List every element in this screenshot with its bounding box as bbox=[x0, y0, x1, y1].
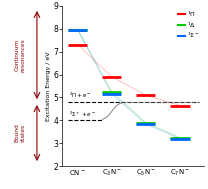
Text: $^2\Sigma^+ + e^-$: $^2\Sigma^+ + e^-$ bbox=[69, 109, 96, 119]
Y-axis label: Excitation Energy / eV: Excitation Energy / eV bbox=[46, 51, 51, 121]
Text: Bound
states: Bound states bbox=[15, 124, 25, 143]
Text: Continuum
resonances: Continuum resonances bbox=[15, 38, 25, 72]
Legend: $^1\Pi$, $^1\Delta$, $^1\Sigma^-$: $^1\Pi$, $^1\Delta$, $^1\Sigma^-$ bbox=[177, 9, 201, 41]
Text: $^2\Pi + e^-$: $^2\Pi + e^-$ bbox=[69, 91, 92, 100]
